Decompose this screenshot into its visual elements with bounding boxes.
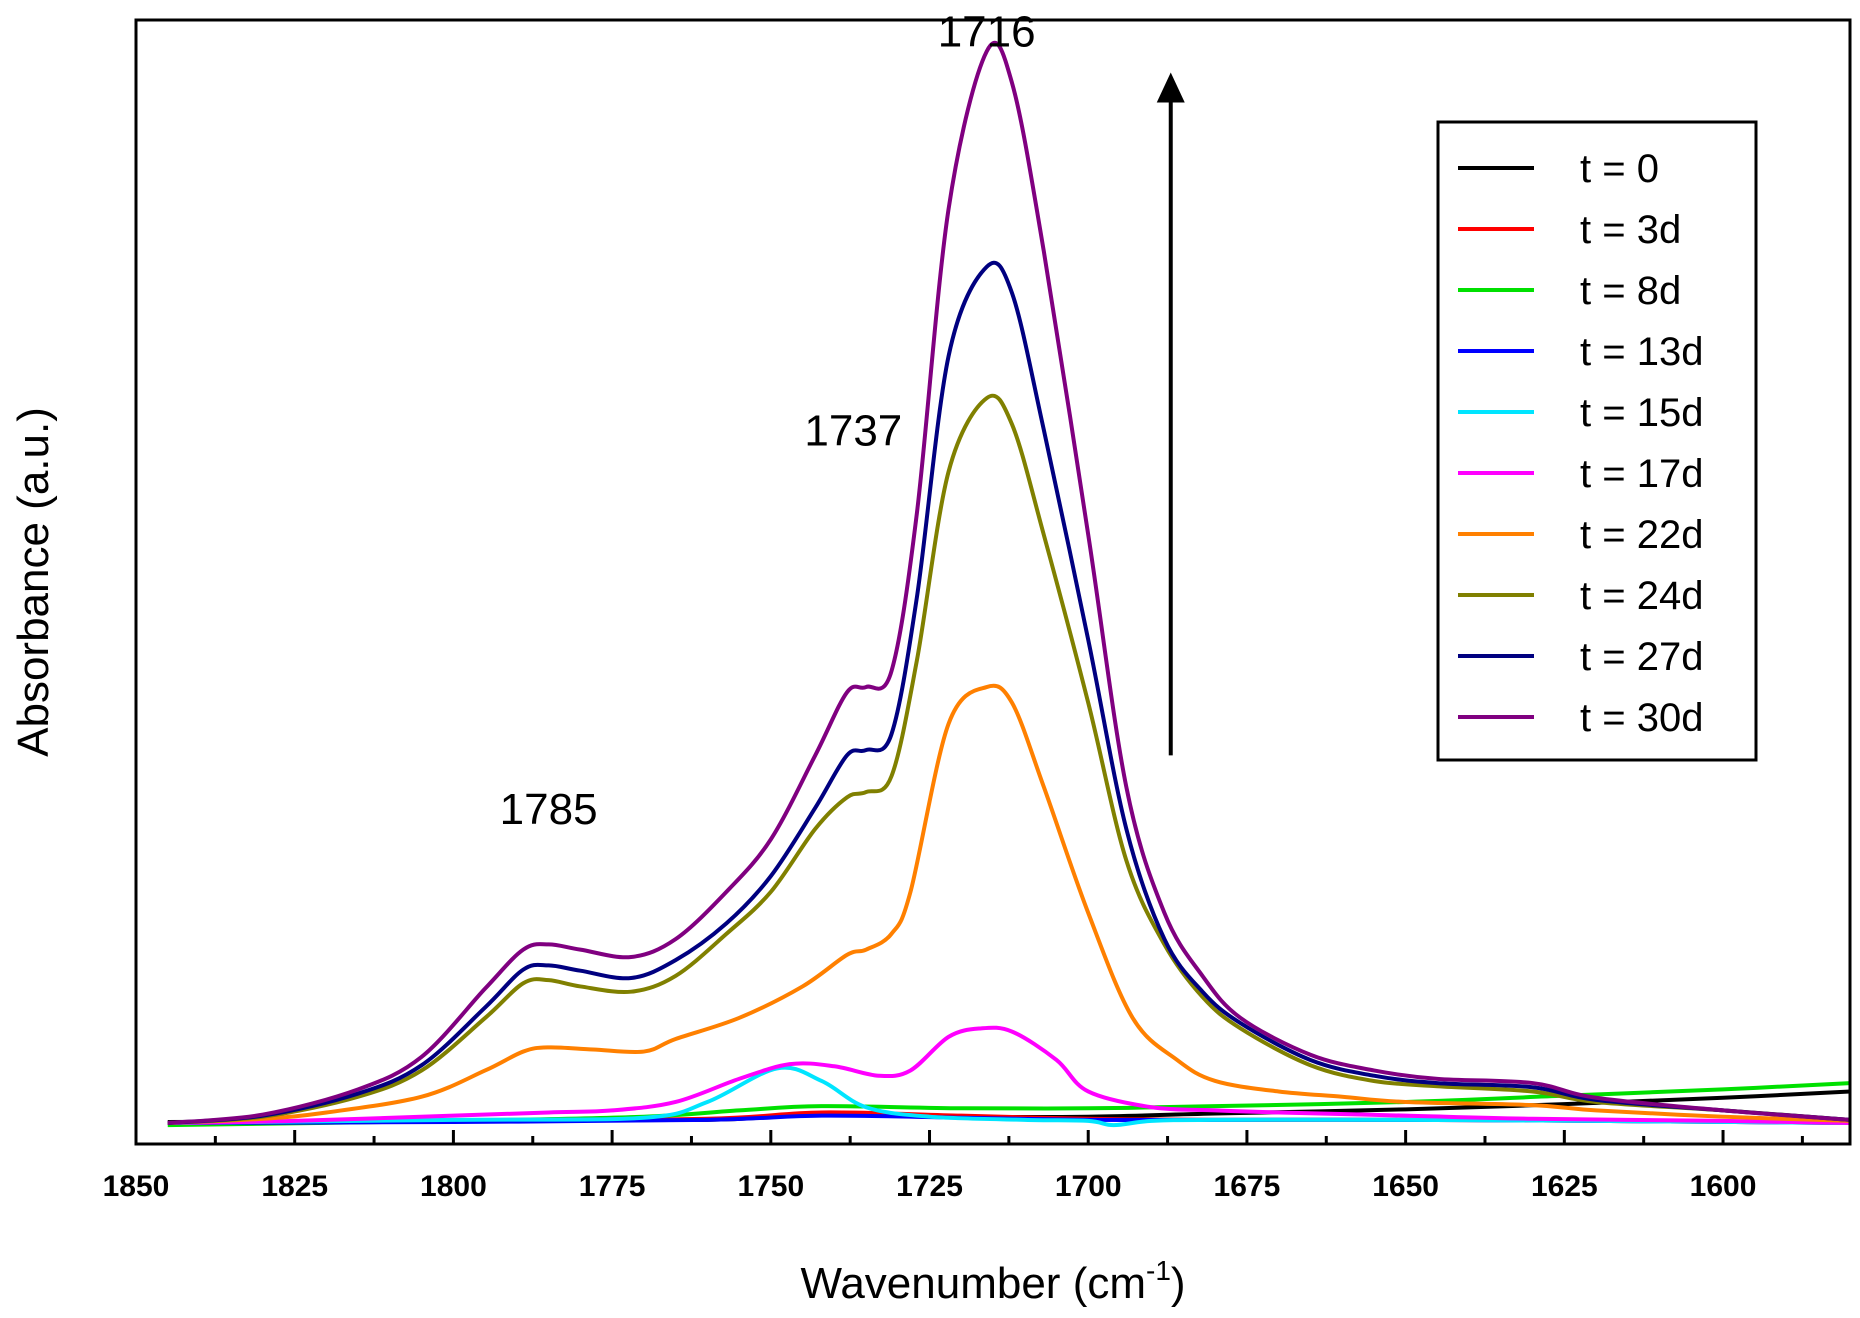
peak-annotation-1785: 1785 (500, 785, 598, 834)
x-axis-title: Wavenumber (cm-1) (800, 1255, 1185, 1308)
series-line-t-27d (167, 260, 1851, 1125)
trend-arrow-up-icon (1156, 72, 1185, 103)
legend-label: t = 13d (1580, 330, 1703, 374)
x-tick-label: 1750 (737, 1170, 804, 1203)
arrow-layer (1156, 72, 1185, 756)
peak-annotation-1716: 1716 (938, 8, 1036, 57)
x-axis-title-main: Wavenumber (cm (800, 1259, 1146, 1308)
x-axis-title-superscript: -1 (1146, 1255, 1171, 1286)
series-line-t-17d (167, 1025, 1851, 1125)
x-axis-title-close: ) (1171, 1259, 1186, 1308)
x-tick-label: 1600 (1690, 1170, 1757, 1203)
plot-frame (134, 18, 1852, 1146)
series-line-t-15d (167, 1065, 1851, 1128)
x-tick-label: 1700 (1055, 1170, 1122, 1203)
legend-label: t = 17d (1580, 452, 1703, 496)
x-tick-label: 1800 (420, 1170, 487, 1203)
legend-label: t = 22d (1580, 513, 1703, 557)
legend-label: t = 0 (1580, 147, 1659, 191)
x-tick-label: 1625 (1531, 1170, 1598, 1203)
peak-annotation-1737: 1737 (804, 407, 902, 456)
legend-label: t = 27d (1580, 635, 1703, 679)
legend-items: t = 0 t = 3d t = 8d t = 13d t = 15d t = 17d t … (1458, 147, 1703, 740)
series-layer (167, 40, 1851, 1128)
x-tick-label: 1675 (1214, 1170, 1281, 1203)
legend-label: t = 15d (1580, 391, 1703, 435)
ticks-layer: 1850 1825 1800 1775 1750 1725 1700 1675 1650 1625… (103, 1130, 1804, 1203)
series-line-t-30d (167, 40, 1851, 1125)
x-tick-label: 1725 (896, 1170, 963, 1203)
legend-label: t = 30d (1580, 696, 1703, 740)
x-tick-label: 1775 (579, 1170, 646, 1203)
series-line-t-24d (167, 393, 1851, 1125)
legend-label: t = 24d (1580, 574, 1703, 618)
annotation-layer: 1716 1737 1785 (500, 8, 1036, 834)
x-tick-label: 1850 (103, 1170, 170, 1203)
legend: t = 0 t = 3d t = 8d t = 13d t = 15d t = 17d t … (1436, 120, 1758, 762)
series-line-t-22d (167, 683, 1851, 1125)
legend-label: t = 3d (1580, 208, 1681, 252)
x-tick-label: 1650 (1372, 1170, 1439, 1203)
legend-label: t = 8d (1580, 269, 1681, 313)
y-axis-title: Absorbance (a.u.) (9, 407, 58, 757)
x-tick-label: 1825 (261, 1170, 328, 1203)
